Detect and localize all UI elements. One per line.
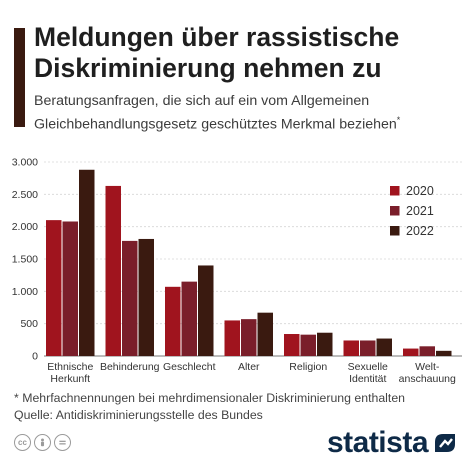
legend-swatch-2021 xyxy=(390,206,400,216)
bar-2020-3 xyxy=(165,286,181,356)
y-tick-label: 1.500 xyxy=(12,254,38,266)
source-text: Quelle: Antidiskriminierungsstelle des B… xyxy=(14,408,263,422)
subtitle-footnote-marker: * xyxy=(396,115,401,125)
legend-label-2020: 2020 xyxy=(406,184,434,198)
subtitle-text: Beratungsanfragen, die sich auf ein vom … xyxy=(34,93,397,133)
y-tick-label: 1.000 xyxy=(12,286,38,298)
y-tick-label: 0 xyxy=(32,351,38,363)
bar-2022-2 xyxy=(138,238,154,356)
x-tick-label: Behinderung xyxy=(100,361,160,373)
bar-2020-6 xyxy=(343,340,359,356)
bar-2021-4 xyxy=(241,319,257,356)
bar-2020-5 xyxy=(284,334,300,356)
y-tick-label: 500 xyxy=(20,318,38,330)
cc-icon[interactable]: cc xyxy=(14,434,31,451)
bar-2020-1 xyxy=(46,220,62,356)
bar-2021-6 xyxy=(360,340,376,356)
x-tick-label: Welt-anschauung xyxy=(399,361,456,385)
title-accent-bar xyxy=(14,28,25,127)
chart-subtitle: Beratungsanfragen, die sich auf ein vom … xyxy=(34,92,470,135)
bar-chart: 0 500 1.000 1.500 2.000 2.500 3.000 Ethnische He… xyxy=(12,157,462,385)
x-tick-label: Ethnische Herkunft xyxy=(47,361,93,385)
bar-2022-3 xyxy=(198,265,214,356)
statista-mark-icon xyxy=(435,434,455,452)
bar-2022-4 xyxy=(257,312,273,356)
bar-2021-1 xyxy=(62,221,78,356)
bar-2021-3 xyxy=(181,281,197,356)
legend-label-2022: 2022 xyxy=(406,224,434,238)
bar-2022-6 xyxy=(376,338,392,356)
footnote-text: * Mehrfachnennungen bei mehrdimensionale… xyxy=(14,391,405,405)
bar-2020-4 xyxy=(224,320,240,356)
bar-2020-7 xyxy=(403,348,419,356)
bar-2022-1 xyxy=(79,169,95,356)
legend-swatch-2020 xyxy=(390,186,400,196)
bar-2022-5 xyxy=(317,332,333,356)
bar-2021-5 xyxy=(300,334,316,356)
legend-label-2021: 2021 xyxy=(406,204,434,218)
y-tick-label: 2.000 xyxy=(12,221,38,233)
brand-text: statista xyxy=(326,426,429,459)
bar-2021-7 xyxy=(419,346,435,356)
x-tick-label: Geschlecht xyxy=(163,361,216,373)
license-icons[interactable]: cc xyxy=(14,434,71,451)
bar-2022-7 xyxy=(436,350,452,356)
chart-title: Meldungen über rassistische Diskriminier… xyxy=(34,22,400,83)
statista-logo[interactable]: statista xyxy=(327,426,458,460)
equals-icon[interactable] xyxy=(54,434,71,451)
legend-swatch-2022 xyxy=(390,226,400,236)
y-tick-label: 2.500 xyxy=(12,189,38,201)
y-tick-label: 3.000 xyxy=(12,157,38,169)
x-tick-label: Sexuelle Identität xyxy=(348,361,388,385)
x-tick-label: Alter xyxy=(238,361,260,373)
footnote-block: * Mehrfachnennungen bei mehrdimensionale… xyxy=(14,390,464,424)
bar-2021-2 xyxy=(122,240,138,356)
x-tick-label: Religion xyxy=(289,361,327,373)
bar-2020-2 xyxy=(105,185,121,356)
person-icon[interactable] xyxy=(34,434,51,451)
